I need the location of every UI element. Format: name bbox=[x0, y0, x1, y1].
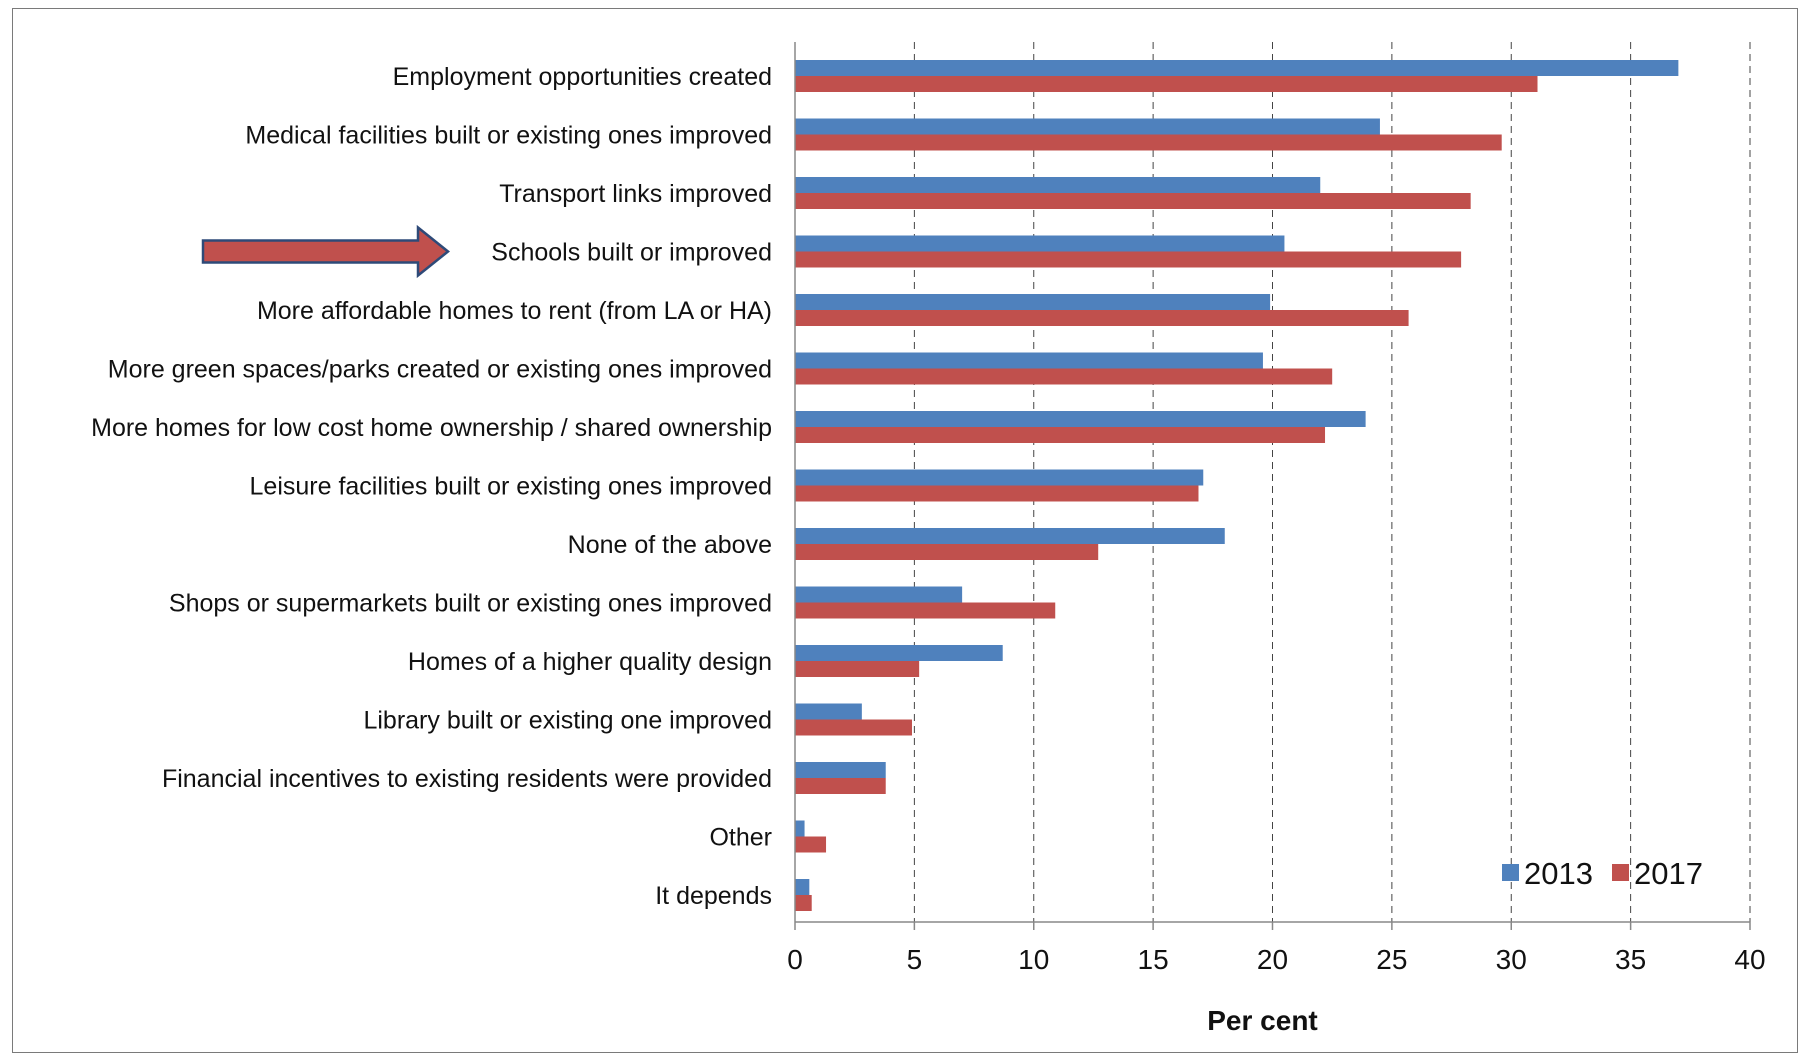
bar-2017-2 bbox=[795, 193, 1471, 209]
bar-2017-9 bbox=[795, 602, 1056, 619]
legend-swatch-2013 bbox=[1502, 864, 1519, 881]
x-tick-label: 0 bbox=[787, 944, 803, 975]
bar-2013-6 bbox=[795, 411, 1366, 427]
bar-2013-5 bbox=[795, 352, 1263, 369]
bar-2013-9 bbox=[795, 586, 963, 603]
legend: 2013 2017 bbox=[1502, 856, 1703, 891]
category-label: Leisure facilities built or existing one… bbox=[250, 473, 772, 501]
category-label: None of the above bbox=[568, 531, 772, 559]
bars bbox=[795, 60, 1679, 911]
arrow-icon bbox=[201, 224, 451, 279]
bar-2017-8 bbox=[795, 544, 1099, 560]
x-tick-label: 15 bbox=[1138, 944, 1169, 975]
bar-2013-3 bbox=[795, 235, 1285, 252]
x-tick-label: 5 bbox=[907, 944, 923, 975]
category-label: More green spaces/parks created or exist… bbox=[108, 356, 772, 384]
x-tick-label: 25 bbox=[1376, 944, 1407, 975]
bar-2017-6 bbox=[795, 427, 1326, 443]
bar-2013-0 bbox=[795, 60, 1679, 76]
category-label: Shops or supermarkets built or existing … bbox=[169, 590, 772, 618]
bar-2017-1 bbox=[795, 134, 1502, 151]
bar-2013-4 bbox=[795, 294, 1271, 310]
bar-2017-14 bbox=[795, 895, 812, 911]
category-label: Homes of a higher quality design bbox=[408, 648, 772, 676]
annotation-arrow bbox=[201, 224, 451, 279]
x-tick-label: 40 bbox=[1734, 944, 1765, 975]
legend-label: 2013 bbox=[1524, 856, 1593, 891]
x-tick-label: 30 bbox=[1496, 944, 1527, 975]
bar-2013-11 bbox=[795, 703, 862, 720]
bar-2017-7 bbox=[795, 485, 1199, 502]
bar-2013-12 bbox=[795, 762, 886, 778]
category-label: Medical facilities built or existing one… bbox=[245, 122, 772, 150]
bar-2017-0 bbox=[795, 76, 1538, 92]
category-label: Employment opportunities created bbox=[393, 63, 772, 91]
bar-2013-8 bbox=[795, 528, 1225, 544]
bar-2013-10 bbox=[795, 645, 1003, 661]
category-label: Financial incentives to existing residen… bbox=[162, 765, 772, 793]
bar-2017-12 bbox=[795, 778, 886, 794]
bar-2013-7 bbox=[795, 469, 1204, 486]
legend-swatch-2017 bbox=[1612, 864, 1629, 881]
category-label: More homes for low cost home ownership /… bbox=[91, 414, 772, 442]
category-label: More affordable homes to rent (from LA o… bbox=[257, 297, 772, 325]
category-label: Transport links improved bbox=[499, 180, 772, 208]
x-axis-ticks: 0 5 10 15 20 25 30 35 40 bbox=[787, 922, 1766, 975]
bar-2017-11 bbox=[795, 719, 912, 736]
category-label: It depends bbox=[655, 882, 772, 910]
bar-2013-1 bbox=[795, 118, 1380, 135]
bar-2013-2 bbox=[795, 177, 1321, 193]
x-axis-title: Per cent bbox=[1207, 1005, 1318, 1036]
bar-2017-10 bbox=[795, 661, 920, 677]
category-label: Schools built or improved bbox=[491, 239, 772, 267]
legend-label: 2017 bbox=[1634, 856, 1703, 891]
bar-2017-5 bbox=[795, 368, 1333, 385]
bar-2017-13 bbox=[795, 836, 827, 853]
bar-2017-4 bbox=[795, 310, 1409, 326]
bar-2013-13 bbox=[795, 820, 805, 837]
x-tick-label: 10 bbox=[1018, 944, 1049, 975]
bar-2017-3 bbox=[795, 251, 1462, 268]
x-tick-label: 35 bbox=[1615, 944, 1646, 975]
category-label: Other bbox=[709, 824, 772, 852]
category-labels: Employment opportunities created Medical … bbox=[91, 63, 772, 910]
category-label: Library built or existing one improved bbox=[363, 707, 772, 735]
x-tick-label: 20 bbox=[1257, 944, 1288, 975]
bar-2013-14 bbox=[795, 879, 810, 895]
